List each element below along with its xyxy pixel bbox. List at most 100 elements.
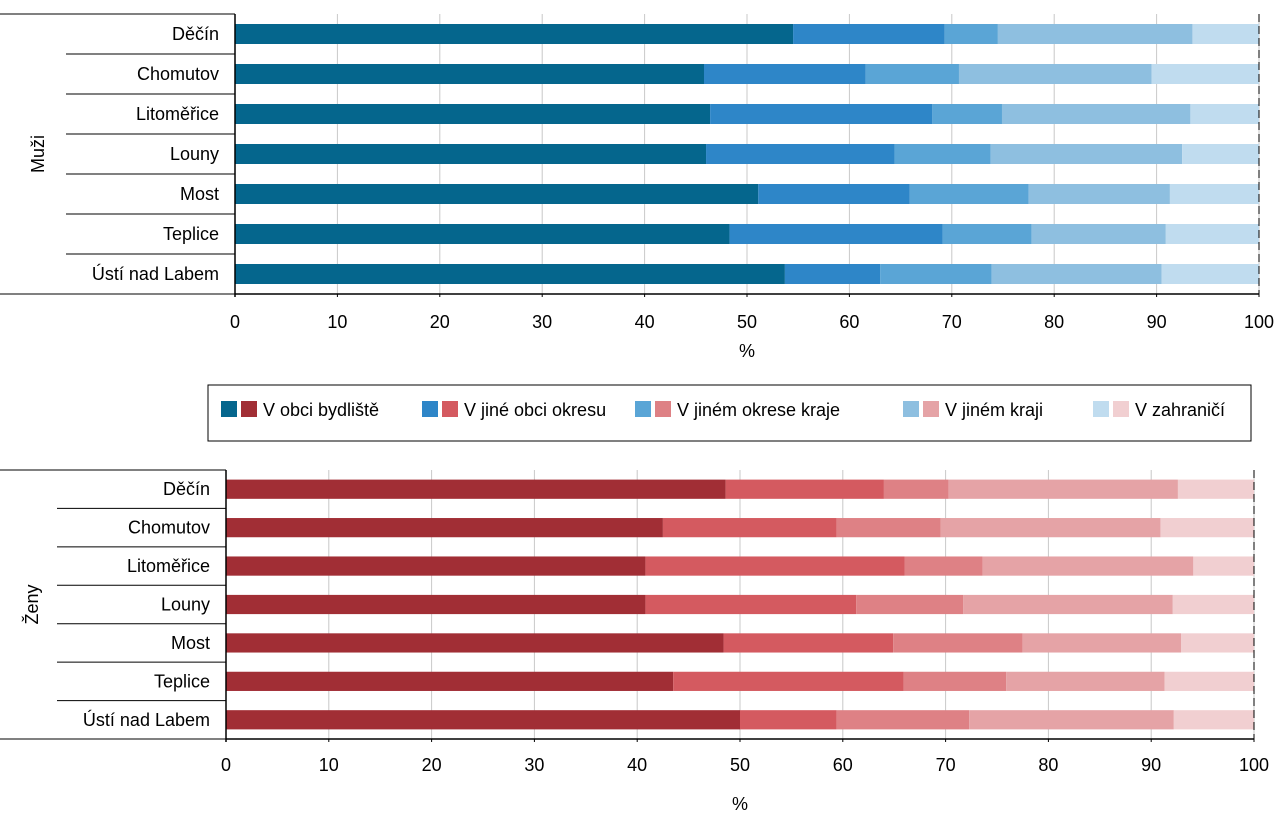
- bar-segment: [1173, 710, 1254, 730]
- x-tick-label: 20: [422, 755, 442, 775]
- bar-segment: [1193, 556, 1254, 576]
- bar-segment: [836, 710, 970, 730]
- category-label: Litoměřice: [127, 556, 210, 576]
- group-label: Muži: [28, 135, 48, 173]
- category-label: Teplice: [163, 224, 219, 244]
- category-label: Most: [180, 184, 219, 204]
- bar-segment: [729, 224, 943, 244]
- bar-segment: [1177, 479, 1254, 499]
- bar-segment: [226, 633, 724, 653]
- x-tick-label: 70: [942, 312, 962, 332]
- women-chart: Děčín Chomutov Litoměřice Louny Most Teplice Ú…: [0, 469, 1269, 814]
- x-tick-label: 0: [230, 312, 240, 332]
- x-tick-label: 40: [627, 755, 647, 775]
- bar-segment: [944, 24, 998, 44]
- bar-segment: [235, 264, 785, 284]
- x-tick-label: 30: [524, 755, 544, 775]
- bar-segment: [1001, 104, 1191, 124]
- legend-swatch: [923, 401, 939, 417]
- bar-segment: [894, 144, 991, 164]
- category-label: Teplice: [154, 671, 210, 691]
- category-label: Děčín: [163, 479, 210, 499]
- bar-segment: [1006, 671, 1165, 691]
- x-tick-label: 80: [1038, 755, 1058, 775]
- bar-segment: [226, 594, 646, 615]
- legend-label: V jiném kraji: [945, 400, 1043, 420]
- category-label: Louny: [170, 144, 219, 164]
- bar-segment: [990, 144, 1183, 164]
- bar-segment: [645, 594, 857, 615]
- bar-segment: [235, 224, 730, 244]
- bar-segment: [1172, 594, 1254, 615]
- bar-segment: [942, 224, 1032, 244]
- bar-segment: [723, 633, 894, 653]
- category-label: Ústí nad Labem: [83, 709, 210, 730]
- category-label: Chomutov: [128, 518, 210, 538]
- bar-segment: [226, 479, 726, 499]
- bar-segment: [963, 594, 1173, 615]
- x-tick-label: 80: [1044, 312, 1064, 332]
- bar-segment: [1190, 104, 1259, 124]
- bar-segment: [645, 556, 905, 576]
- x-tick-label: 20: [430, 312, 450, 332]
- category-label: Most: [171, 633, 210, 653]
- category-label: Litoměřice: [136, 104, 219, 124]
- bar-segment: [997, 24, 1193, 44]
- bar-segment: [982, 556, 1194, 576]
- x-tick-label: 90: [1147, 312, 1167, 332]
- bar-segment: [909, 184, 1029, 204]
- x-tick-label: 60: [839, 312, 859, 332]
- bar-segment: [235, 184, 759, 204]
- bar-segment: [1165, 224, 1259, 244]
- x-tick-label: 40: [635, 312, 655, 332]
- bar-segment: [991, 264, 1162, 284]
- bar-segment: [1022, 633, 1182, 653]
- bar-segment: [226, 710, 740, 730]
- bar-segment: [865, 64, 959, 84]
- bar-segment: [226, 556, 646, 576]
- legend-swatch: [422, 401, 438, 417]
- bar-segment: [703, 64, 866, 84]
- bar-segment: [969, 710, 1174, 730]
- bar-segment: [235, 64, 704, 84]
- bar-segment: [856, 594, 964, 615]
- bar-segment: [1151, 64, 1259, 84]
- legend-label: V jiném okrese kraje: [677, 400, 840, 420]
- bar-segment: [226, 671, 674, 691]
- x-tick-label: 90: [1141, 755, 1161, 775]
- legend: V obci bydliště V jiné obci okresu V jiném…: [207, 384, 1252, 442]
- bar-segment: [948, 479, 1178, 499]
- bar-segment: [662, 518, 837, 538]
- category-label: Děčín: [172, 24, 219, 44]
- bar-segment: [1161, 264, 1259, 284]
- bar-segment: [673, 671, 904, 691]
- group-label: Ženy: [22, 584, 42, 624]
- bar-segment: [893, 633, 1023, 653]
- x-tick-label: 60: [833, 755, 853, 775]
- bar-segment: [1160, 518, 1254, 538]
- x-tick-label: 100: [1244, 312, 1274, 332]
- category-label: Chomutov: [137, 64, 219, 84]
- bar-segment: [725, 479, 884, 499]
- bar-segment: [836, 518, 941, 538]
- category-label: Louny: [161, 595, 210, 615]
- bar-segment: [226, 518, 663, 538]
- bar-segment: [235, 144, 707, 164]
- bar-segment: [740, 710, 837, 730]
- legend-swatch: [635, 401, 651, 417]
- bar-segment: [706, 144, 895, 164]
- legend-swatch: [241, 401, 257, 417]
- bar-segment: [1182, 144, 1259, 164]
- x-tick-label: 50: [737, 312, 757, 332]
- bar-segment: [903, 671, 1007, 691]
- legend-swatch: [1113, 401, 1129, 417]
- legend-label: V obci bydliště: [263, 400, 379, 420]
- x-tick-label: 0: [221, 755, 231, 775]
- x-tick-label: 100: [1239, 755, 1269, 775]
- bar-segment: [883, 479, 949, 499]
- legend-label: V jiné obci okresu: [464, 400, 606, 420]
- legend-swatch: [1093, 401, 1109, 417]
- legend-swatch: [442, 401, 458, 417]
- x-tick-label: 10: [319, 755, 339, 775]
- bar-segment: [1164, 671, 1254, 691]
